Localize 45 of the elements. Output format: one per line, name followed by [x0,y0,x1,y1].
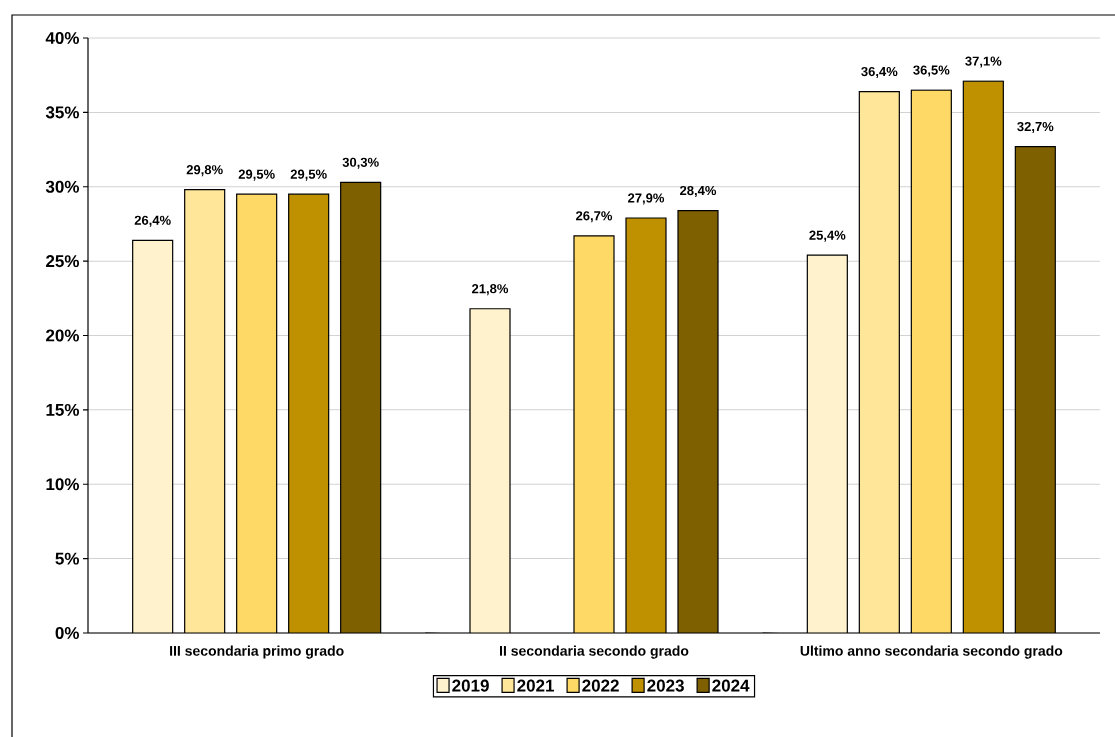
bar [184,189,225,633]
x-tick-label: Ultimo anno secondaria secondo grado [800,645,1063,659]
bar [288,194,329,633]
bar [132,240,173,633]
data-label: 30,3% [342,157,379,169]
x-tick-label: II secondaria secondo grado [500,645,689,659]
bar [626,217,666,633]
data-label: 28,4% [680,185,717,198]
y-tick-label: 20% [46,329,80,342]
legend-label: 2019 [452,679,489,692]
legend-label: 2023 [647,679,684,692]
data-label: 21,8% [472,284,509,296]
data-label: 27,9% [628,193,665,205]
legend-label: 2024 [712,679,750,692]
data-label: 36,4% [861,66,898,79]
bar [910,89,952,633]
bar [236,194,277,633]
data-label: 37,1% [965,56,1002,68]
legend-label: 2022 [582,679,619,692]
bar [340,182,381,633]
bar [1014,145,1056,633]
y-tick-label: 35% [45,106,80,119]
data-label: 26,4% [134,215,171,227]
y-tick-label: 40% [45,31,80,45]
data-label: 29,5% [238,169,275,181]
bar [470,308,510,633]
bar [574,235,614,633]
y-tick-label: 0% [55,626,80,640]
bar [962,80,1004,633]
data-label: 29,5% [290,169,327,181]
y-tick-label: 15% [46,403,80,416]
y-tick-label: 10% [46,478,80,491]
legend-label: 2021 [517,679,555,692]
bar [858,90,900,633]
data-label: 25,4% [809,230,846,242]
data-label: 32,7% [1017,121,1054,134]
y-tick-label: 25% [46,255,80,268]
data-label: 26,7% [576,211,613,223]
y-tick-label: 5% [55,552,80,565]
data-label: 36,5% [913,65,950,77]
y-tick-label: 30% [45,180,80,193]
bar [678,210,718,633]
x-tick-label: III secondaria primo grado [170,645,344,659]
bar [806,254,848,633]
data-label: 29,8% [186,165,223,177]
